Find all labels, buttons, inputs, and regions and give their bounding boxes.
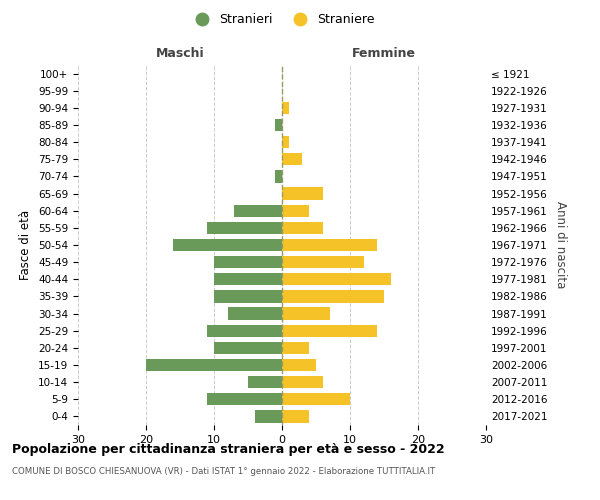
Bar [282,376,323,388]
Bar [282,359,316,371]
Bar [214,342,282,354]
Text: Popolazione per cittadinanza straniera per età e sesso - 2022: Popolazione per cittadinanza straniera p… [12,442,445,456]
Bar [255,410,282,422]
Legend: Stranieri, Straniere: Stranieri, Straniere [184,8,380,31]
Bar [282,308,329,320]
Bar [275,119,282,131]
Bar [282,102,289,114]
Bar [275,170,282,182]
Bar [248,376,282,388]
Bar [207,222,282,234]
Bar [146,359,282,371]
Bar [214,256,282,268]
Bar [173,239,282,251]
Bar [282,342,309,354]
Bar [282,239,377,251]
Bar [282,188,323,200]
Bar [207,393,282,406]
Bar [282,136,289,148]
Bar [282,273,391,285]
Bar [282,393,350,406]
Bar [282,204,309,217]
Bar [214,290,282,302]
Y-axis label: Anni di nascita: Anni di nascita [554,202,567,288]
Bar [207,324,282,337]
Bar [282,290,384,302]
Bar [282,256,364,268]
Text: COMUNE DI BOSCO CHIESANUOVA (VR) - Dati ISTAT 1° gennaio 2022 - Elaborazione TUT: COMUNE DI BOSCO CHIESANUOVA (VR) - Dati … [12,468,435,476]
Bar [282,153,302,166]
Y-axis label: Fasce di età: Fasce di età [19,210,32,280]
Bar [227,308,282,320]
Bar [282,324,377,337]
Bar [214,273,282,285]
Bar [282,410,309,422]
Bar [282,222,323,234]
Bar [235,204,282,217]
